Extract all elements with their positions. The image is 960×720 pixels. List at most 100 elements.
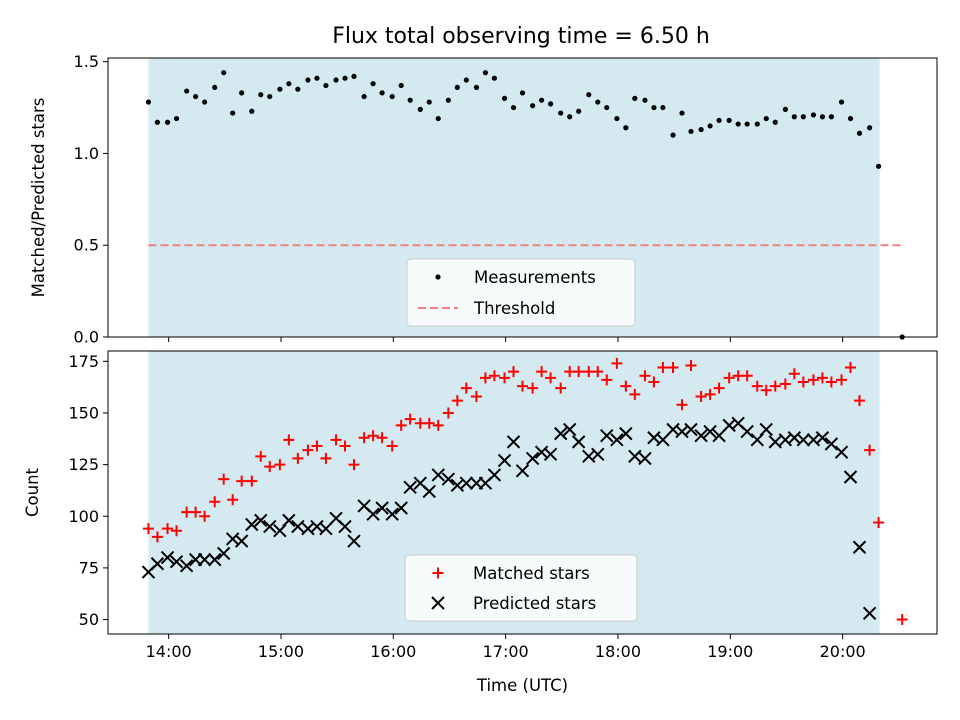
measurement-point: [754, 121, 760, 127]
predicted-star-point: [656, 433, 670, 447]
measurement-point: [642, 97, 648, 103]
measurement-point: [454, 84, 460, 90]
measurement-point: [407, 97, 413, 103]
predicted-star-point: [562, 422, 577, 437]
count-legend-box: [404, 554, 638, 622]
x-tick-label: 16:00: [370, 642, 416, 661]
matched-star-point: [695, 390, 707, 402]
measurement-point: [379, 90, 385, 96]
measurement-point: [744, 121, 750, 127]
predicted-star-point: [815, 431, 830, 445]
predicted-star-point: [216, 546, 231, 561]
predicted-star-point: [571, 435, 586, 449]
predicted-star-point: [282, 513, 296, 528]
measurement-point: [351, 73, 357, 79]
predicted-star-point: [759, 422, 773, 437]
measurement-point: [154, 119, 161, 125]
predicted-star-point: [375, 501, 389, 515]
measurement-point: [417, 106, 423, 112]
predicted-star-point: [543, 447, 558, 461]
predicted-star-point: [234, 534, 249, 548]
predicted-star-point: [394, 501, 408, 515]
measurement-point: [828, 114, 835, 120]
matched-star-point: [470, 390, 482, 402]
measurement-point: [482, 70, 489, 76]
ratio-y-ticks: 0.0 0.5 1.0 1.5: [74, 52, 108, 347]
y-tick-label: 100: [68, 507, 99, 526]
measurement-point: [212, 84, 218, 90]
measurement-point: [538, 97, 545, 103]
predicted-star-point: [506, 435, 521, 449]
predicted-star-point: [610, 433, 624, 447]
measurement-point: [519, 90, 526, 96]
predicted-star-point: [179, 559, 194, 573]
measurement-point: [193, 93, 199, 100]
measurement-point: [145, 99, 152, 105]
matched-star-point: [274, 459, 286, 471]
matched-star-point: [386, 440, 398, 452]
matched-star-point: [741, 370, 753, 382]
measurement-point: [604, 104, 610, 111]
matched-star-point: [479, 372, 491, 384]
predicted-star-point: [150, 557, 165, 571]
matched-star-point: [348, 459, 360, 471]
measurement-point: [286, 81, 292, 87]
measurement-point: [614, 115, 620, 122]
measurement-point: [389, 93, 395, 100]
predicted-star-point: [431, 468, 445, 482]
matched-star-point: [629, 388, 641, 400]
matched-star-point: [246, 475, 258, 487]
measurement-point: [305, 77, 311, 83]
predicted-star-point: [862, 606, 877, 621]
predicted-star-point: [487, 468, 502, 482]
measurement-point: [463, 77, 469, 83]
measurement-point: [230, 110, 236, 116]
legend-matched-marker: [432, 567, 444, 579]
measurement-point: [875, 163, 882, 169]
legend-measurements-marker: [435, 274, 441, 280]
matched-star-point: [451, 395, 463, 407]
measurement-point: [184, 88, 190, 94]
measurement-point: [314, 75, 320, 81]
measurement-point: [586, 92, 592, 98]
matched-star-point: [723, 372, 735, 384]
measurement-point: [435, 115, 441, 122]
y-tick-label: 0.5: [74, 236, 99, 255]
measurement-point: [810, 112, 817, 118]
measurement-point: [679, 110, 685, 116]
legend-measurements-label: Measurements: [474, 268, 596, 287]
matched-star-point: [292, 452, 304, 464]
legend-threshold-label: Threshold: [473, 299, 555, 318]
predicted-star-point: [197, 552, 212, 567]
predicted-star-point: [263, 519, 277, 534]
measurement-point: [547, 101, 554, 107]
matched-star-point: [209, 496, 221, 508]
measurement-point: [295, 86, 301, 92]
predicted-star-point: [694, 428, 708, 443]
measurement-point: [164, 119, 171, 125]
predicted-star-point: [843, 470, 858, 484]
predicted-star-point: [338, 519, 352, 534]
ratio-axes-frame: [107, 57, 938, 338]
matched-star-point: [255, 450, 267, 462]
matched-star-point: [896, 614, 908, 626]
y-tick-label: 75: [79, 558, 99, 577]
matched-star-point: [517, 380, 528, 392]
predicted-star-point: [459, 476, 474, 490]
predicted-star-point: [628, 449, 642, 464]
y-tick-label: 50: [79, 610, 99, 629]
measurement-point: [491, 75, 498, 81]
measurement-point: [342, 75, 348, 81]
matched-star-point: [423, 417, 435, 429]
y-tick-label: 150: [68, 403, 99, 422]
measurement-point: [576, 108, 582, 114]
matched-star-point: [836, 374, 848, 386]
matched-star-point: [432, 419, 444, 431]
matched-star-point: [592, 366, 604, 378]
matched-star-point: [236, 475, 248, 487]
matched-star-point: [779, 378, 791, 390]
x-tick-label: 15:00: [258, 642, 304, 661]
matched-star-point: [639, 370, 651, 382]
ratio-legend-box: [406, 258, 636, 327]
